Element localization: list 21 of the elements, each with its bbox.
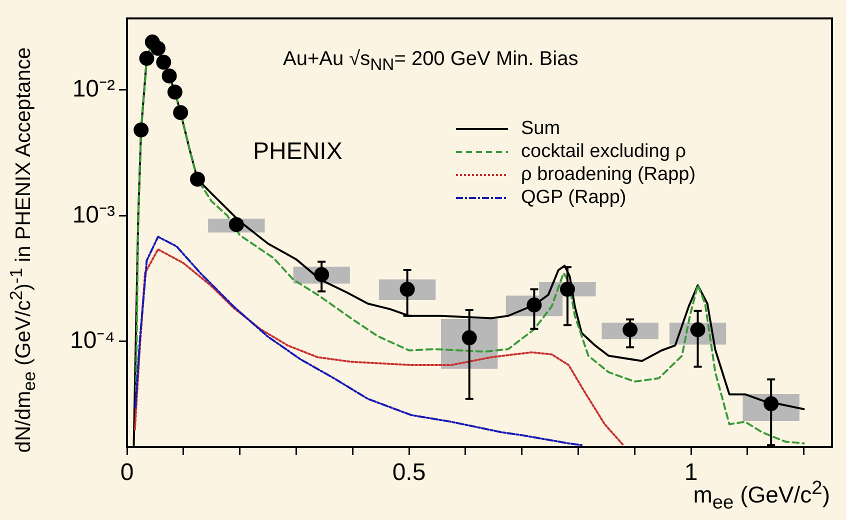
point [167, 84, 182, 100]
point [190, 172, 205, 187]
x-tick-label: 1 [684, 459, 698, 486]
point [150, 40, 166, 56]
legend-label: Sum [521, 118, 560, 140]
point [173, 105, 188, 120]
x-tick-label: 0 [120, 459, 134, 486]
annotation: PHENIX [253, 138, 342, 166]
point [139, 50, 154, 66]
point [156, 54, 172, 70]
legend-label: cocktail excluding ρ [521, 140, 686, 162]
legend-label: ρ broadening (Rapp) [521, 164, 696, 186]
point [162, 68, 177, 84]
y-tick-label: 10⁻² [72, 76, 116, 103]
y-tick-label: 10⁻⁴ [70, 327, 115, 354]
x-tick-label: 0.5 [392, 459, 426, 486]
annotation: Au+Au √s$_{NN}$= 200 GeV Min. Bias [283, 48, 578, 75]
point [228, 217, 244, 232]
point [134, 122, 149, 138]
legend-label: QGP (Rapp) [521, 186, 626, 208]
y-tick-label: 10⁻³ [72, 201, 116, 228]
